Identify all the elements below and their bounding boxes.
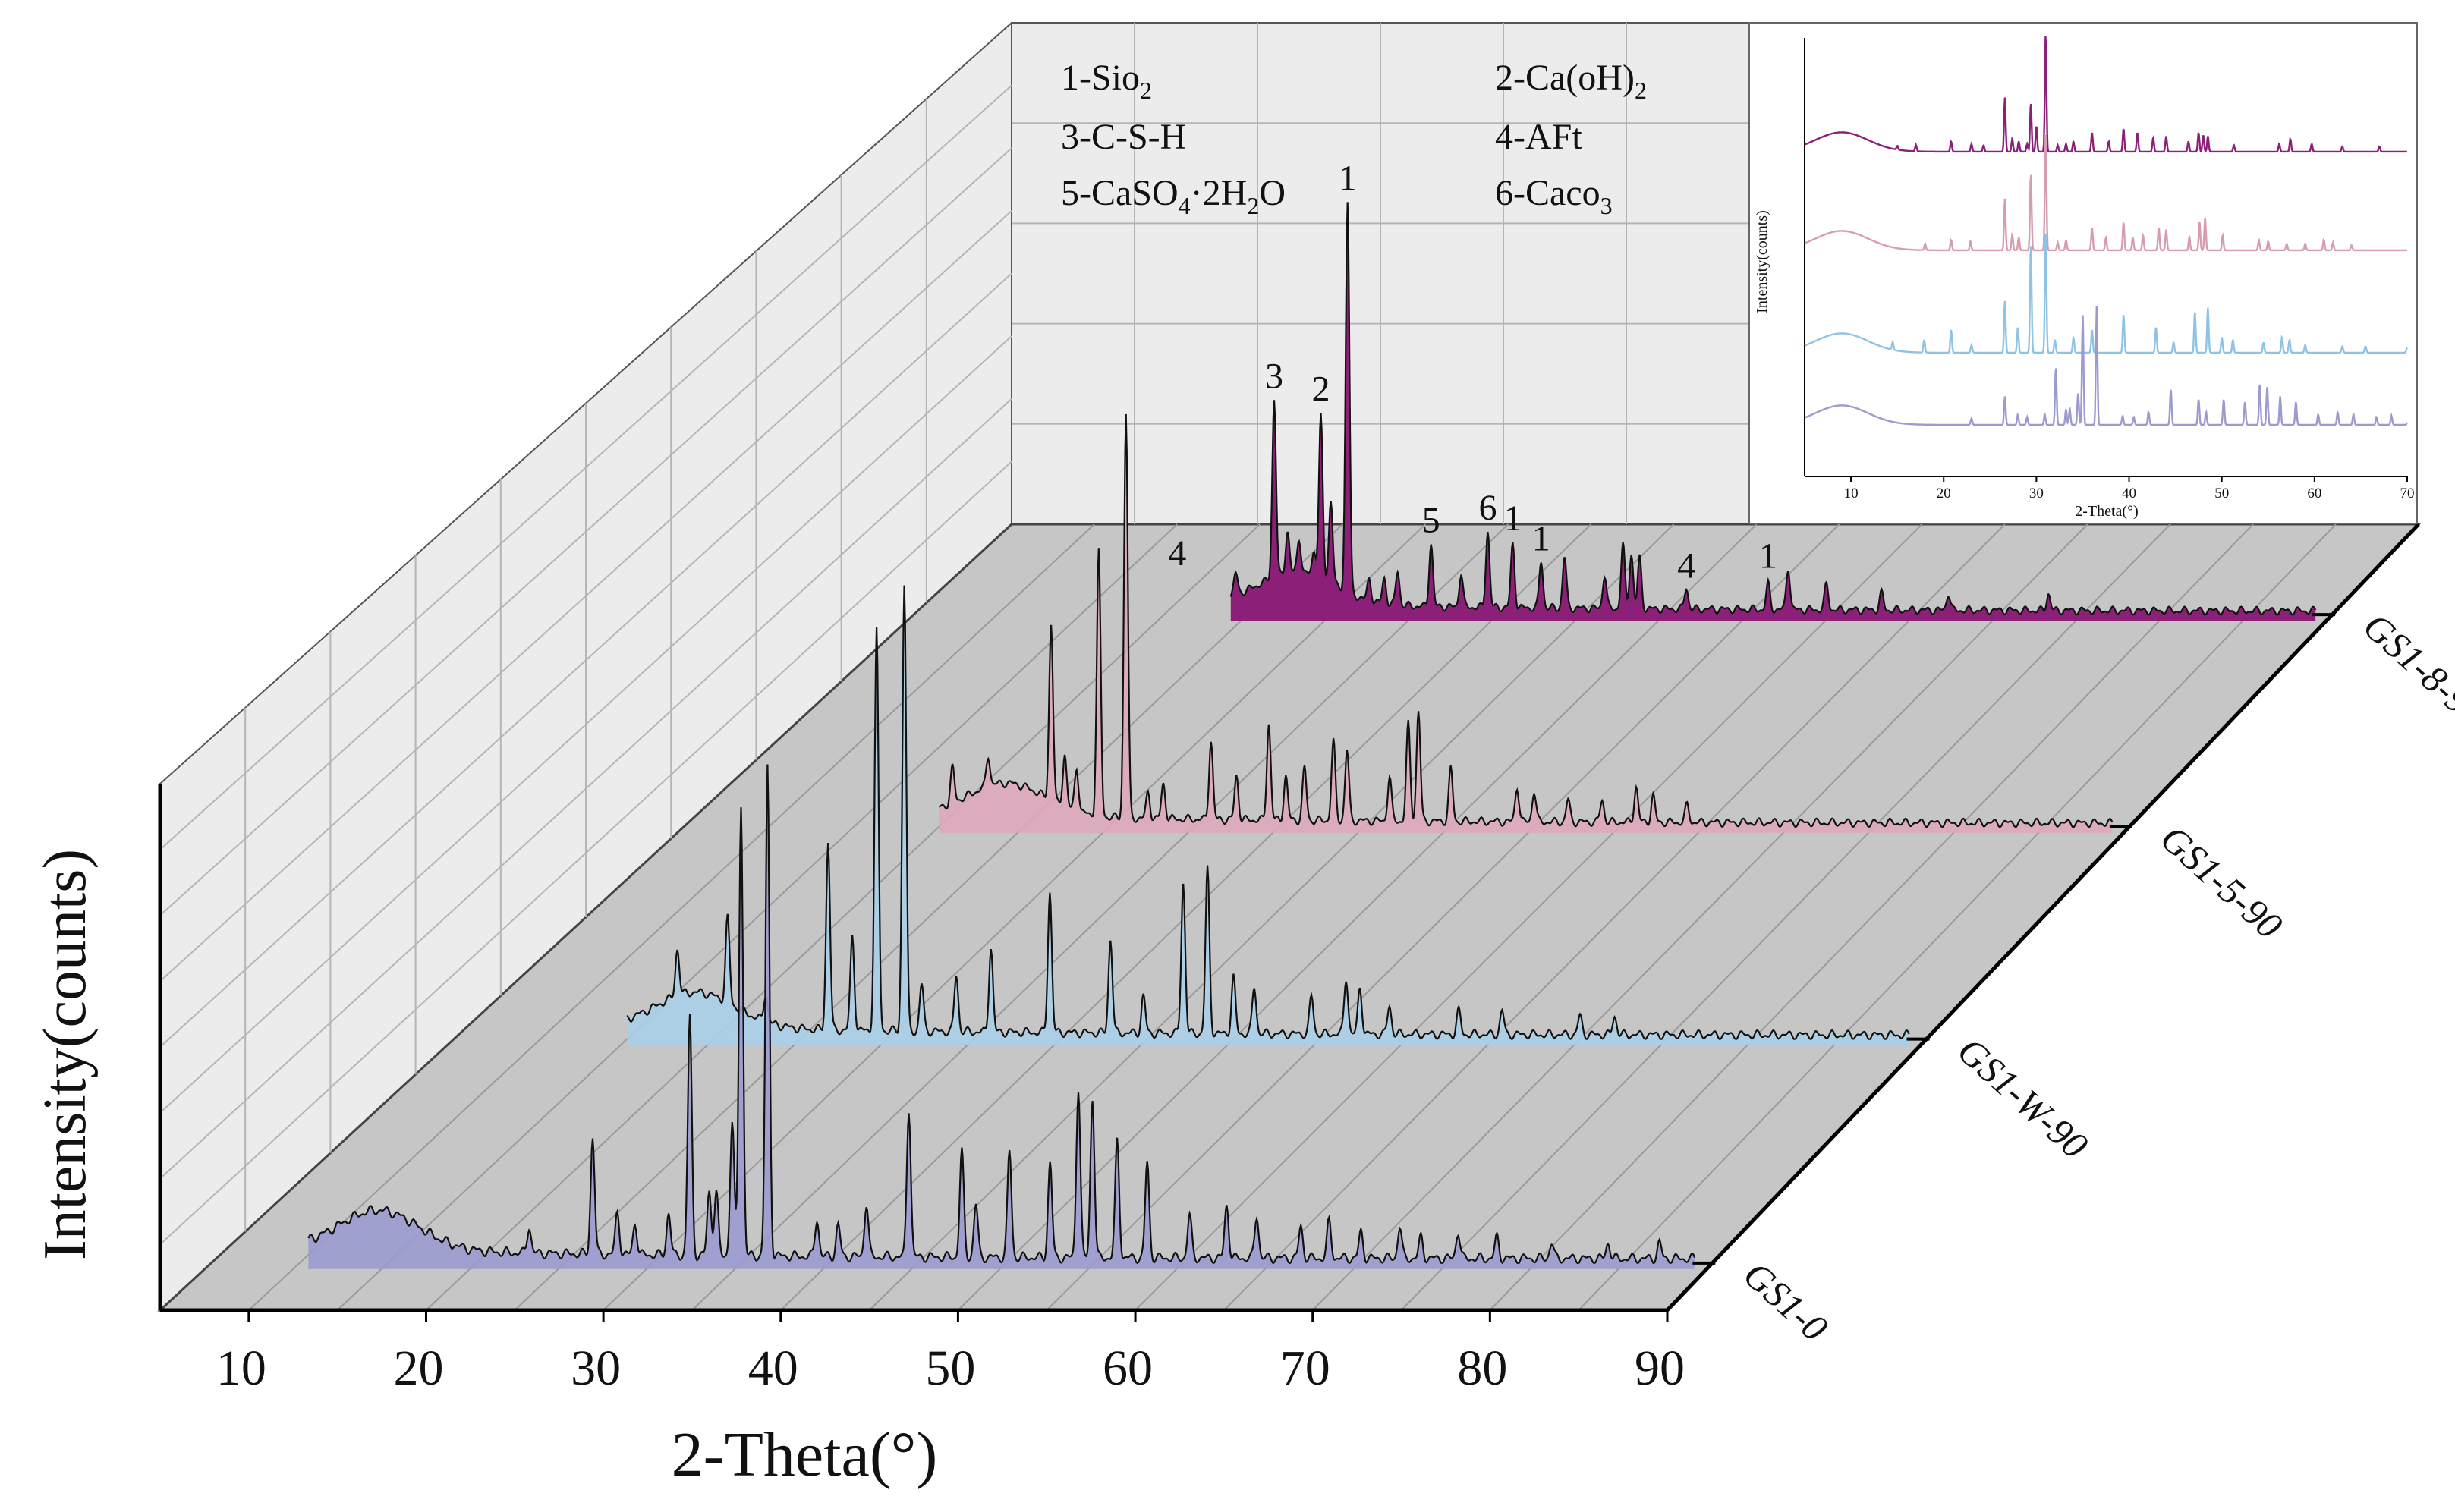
legend-item-aft: 4-AFt: [1495, 117, 1582, 157]
left-wall-grid-line: [159, 84, 1012, 850]
x-axis-title: 2-Theta(°): [672, 1419, 938, 1490]
inset-y-axis-title: Intensity(counts): [1754, 210, 1770, 313]
peak-label: 5: [1422, 501, 1440, 541]
peak-label: 6: [1478, 488, 1497, 528]
x-tick-label: 50: [925, 1341, 975, 1396]
inset-series-gs1-0: [1804, 306, 2408, 426]
floor-grid-line: [868, 523, 1675, 1311]
x-tick-label: 80: [1457, 1341, 1507, 1396]
x-tick-label: 20: [393, 1341, 443, 1396]
inset-frame: [1748, 22, 2418, 524]
inset-chart: 10 20 30 40 50 60 70 2-Theta(°) Intensity(coun…: [1748, 22, 2418, 524]
peak-label: 1: [1759, 536, 1777, 577]
x-tick-label: 60: [1103, 1341, 1153, 1396]
floor-grid-line: [248, 523, 1095, 1311]
floor-grid-line: [1489, 523, 2254, 1311]
inset-x-tick-label: 10: [1844, 486, 1859, 501]
inset-plot-area: 10 20 30 40 50 60 70: [1804, 36, 2415, 501]
series-label-gs1-8-90: GS1-8-90: [2356, 605, 2455, 735]
series-label-gs1-0: GS1-0: [1736, 1253, 1836, 1349]
floor-grid-line: [1311, 523, 2088, 1311]
inset-x-tick-label: 20: [1937, 486, 1951, 501]
inset-series-gs1-5-90: [1804, 134, 2407, 252]
x-tick-label: 70: [1280, 1341, 1330, 1396]
floor-grid-line: [1046, 523, 1840, 1311]
series-label-gs1-5-90: GS1-5-90: [2152, 816, 2290, 947]
x-axis-ticks: 10 20 30 40 50 60 70 80 90: [216, 1310, 1685, 1396]
series-label-gs1-w-90: GS1-W-90: [1950, 1029, 2096, 1167]
x-tick-label: 40: [748, 1341, 798, 1396]
inset-x-tick-label: 40: [2122, 486, 2136, 501]
x-tick-label: 10: [216, 1341, 266, 1396]
floor-grid-line: [691, 523, 1509, 1311]
floor-grid-line: [1400, 523, 2171, 1311]
phase-legend: 1-Sio2 2-Ca(oH)2 3-C-S-H 4-AFt 5-CaSO4·2…: [1061, 58, 1647, 219]
peak-label: 4: [1677, 545, 1695, 586]
legend-item-gypsum: 5-CaSO4·2H2O: [1061, 173, 1286, 219]
series-line-gs1-5-90: [939, 413, 2114, 828]
inset-x-tick-label: 50: [2214, 486, 2229, 501]
floor-grid-line: [1135, 523, 1923, 1311]
legend-item-caoh2: 2-Ca(oH)2: [1495, 58, 1647, 104]
peak-label: 1: [1532, 519, 1550, 559]
peak-label: 2: [1312, 369, 1330, 410]
left-wall-grid-line: [159, 398, 1012, 1180]
floor-grid-line: [336, 523, 1178, 1311]
left-wall-grid-line: [159, 147, 1012, 916]
left-wall-grid-line: [159, 461, 1012, 1245]
series-line-gs1-0: [307, 764, 1696, 1265]
inset-x-tick-label: 70: [2400, 486, 2415, 501]
peak-label: 1: [1503, 498, 1522, 539]
legend-item-csh: 3-C-S-H: [1061, 117, 1186, 157]
floor-grid-line: [1223, 523, 2006, 1311]
x-tick-label: 30: [571, 1341, 621, 1396]
depth-axis-line: [1666, 523, 2420, 1312]
series-line-gs1-8-90: [1229, 202, 2317, 616]
peak-annotations: 13 245 6 114 1: [1168, 158, 1777, 586]
x-tick-label: 90: [1635, 1341, 1685, 1396]
legend-item-caco3: 6-Caco3: [1495, 173, 1613, 219]
series-line-gs1-w-90: [626, 585, 1910, 1040]
peak-label: 3: [1265, 356, 1283, 396]
floor-grid-line: [1578, 523, 2337, 1311]
left-wall-grid-line: [159, 210, 1012, 982]
peak-label: 4: [1168, 533, 1186, 574]
y-axis-title: Intensity(counts): [32, 849, 99, 1260]
inset-x-axis-title: 2-Theta(°): [2075, 503, 2139, 520]
left-wall-grid-line: [159, 335, 1012, 1114]
inset-x-tick-label: 30: [2029, 486, 2044, 501]
inset-series-gs1-w-90: [1804, 233, 2408, 354]
floor-grid-line: [780, 523, 1592, 1311]
inset-series-gs1-8-90: [1804, 36, 2407, 153]
floor-grid-line: [425, 523, 1261, 1311]
floor-grid-line: [514, 523, 1343, 1311]
peak-label: 1: [1339, 158, 1357, 198]
inset-x-tick-label: 60: [2307, 486, 2321, 501]
legend-item-sio2: 1-Sio2: [1061, 58, 1152, 104]
left-wall-grid-line: [159, 272, 1012, 1048]
